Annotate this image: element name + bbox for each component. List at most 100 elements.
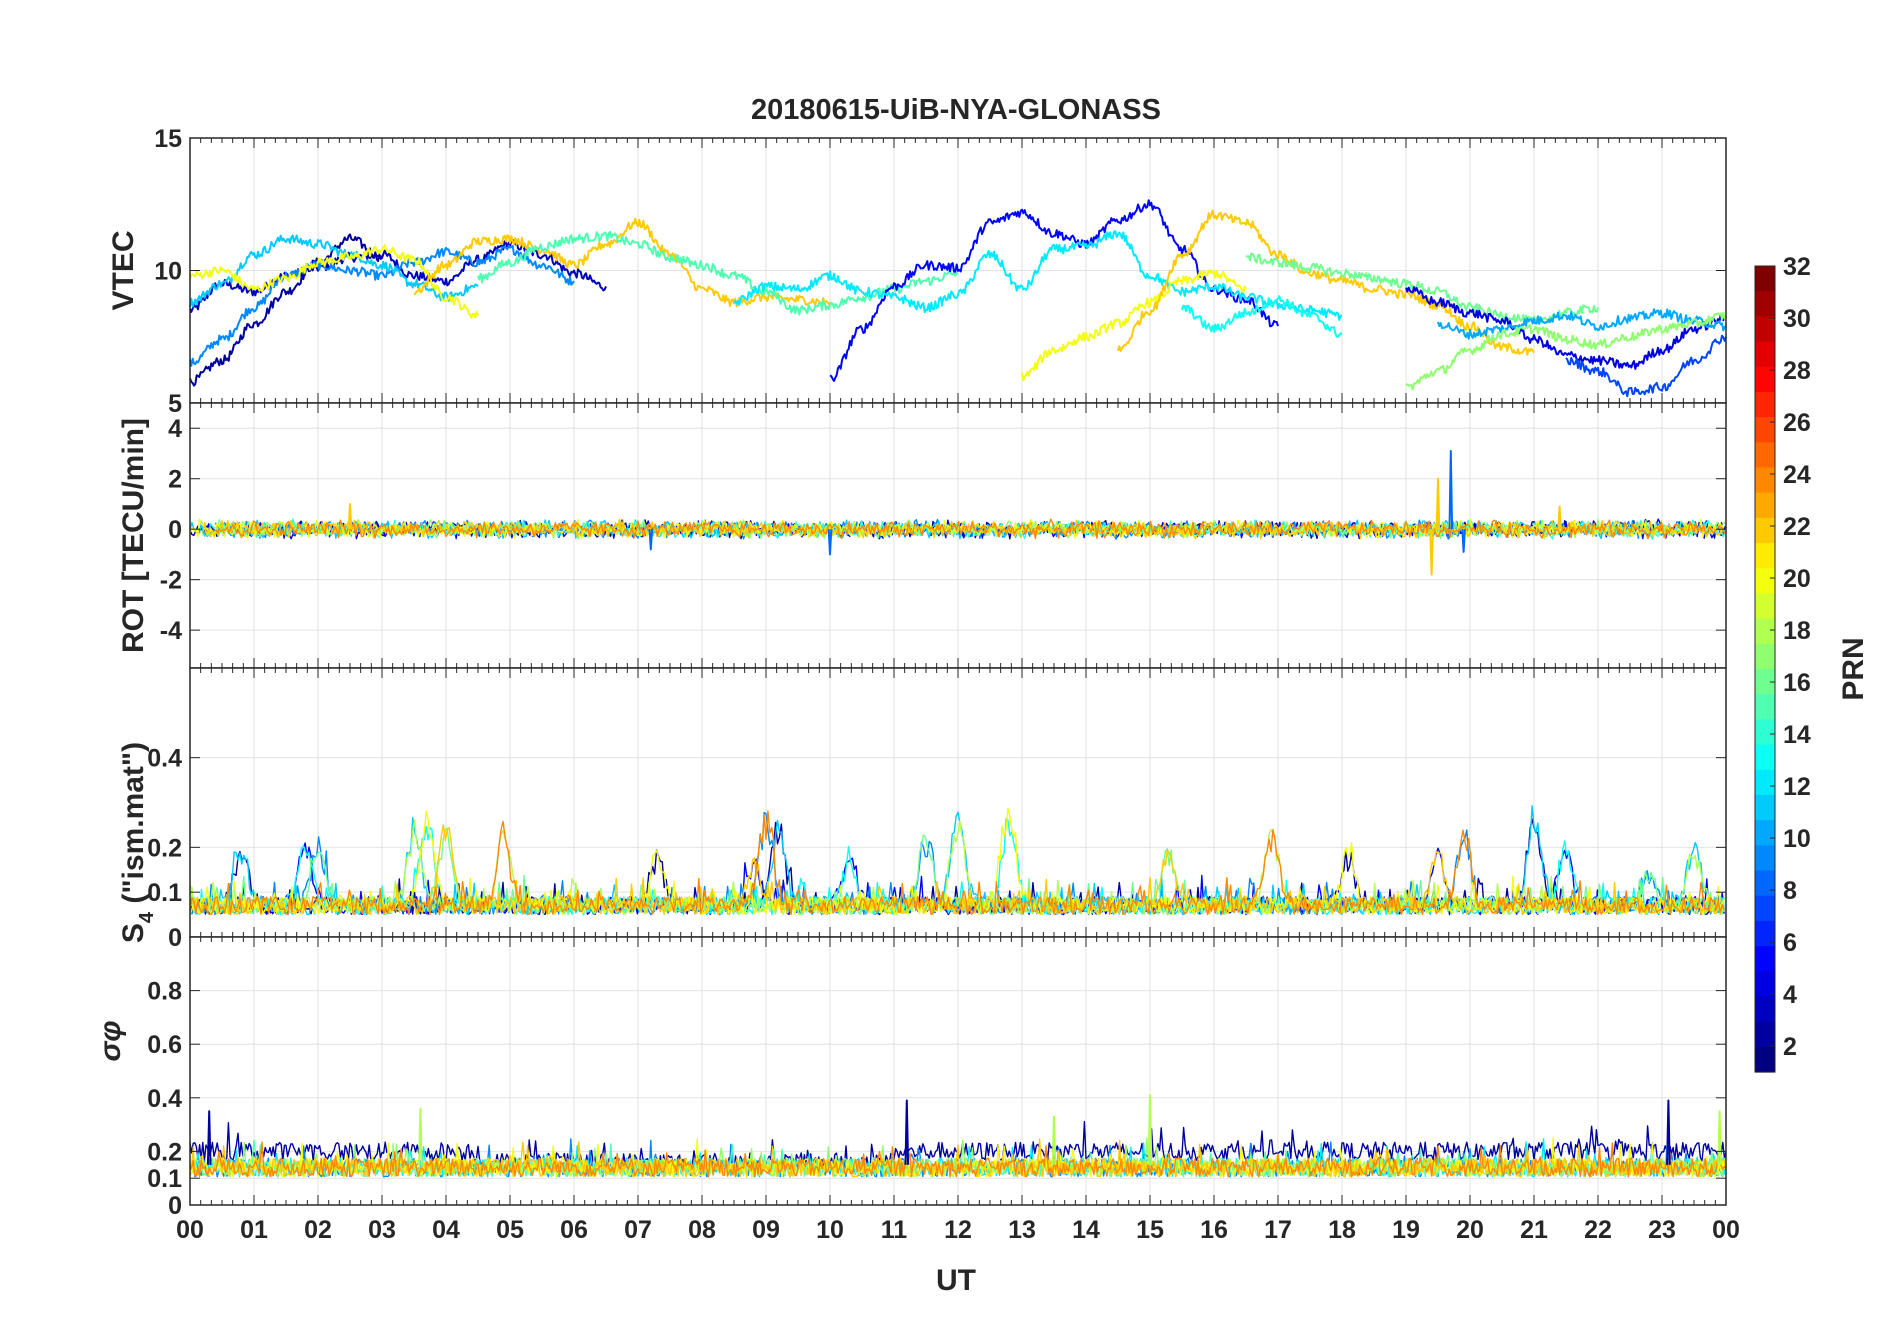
y-tick-label: -2 [160,567,182,595]
colorbar-swatch [1755,643,1775,670]
colorbar-tick-label: 4 [1783,981,1797,1009]
colorbar-swatch [1755,669,1775,695]
axes-frame [189,936,1727,1206]
vtec-series-prn-11 [189,234,479,308]
colorbar-swatch [1755,895,1775,922]
colorbar-swatch [1755,996,1775,1023]
colorbar-tick-label: 26 [1783,409,1811,437]
x-tick-label: 19 [1392,1216,1420,1244]
colorbar-swatch [1755,744,1775,771]
sigma-series-prn-22 [189,1138,1727,1178]
panel-vtec: 5 10 15 VTEC [107,125,1727,418]
vtec-series-prn-10 [1437,308,1727,340]
rot-spike [648,529,654,551]
y-tick-label: 0.2 [147,834,182,862]
colorbar-swatch [1755,845,1775,872]
colorbar-swatch [1755,391,1775,418]
colorbar-swatch [1755,946,1775,972]
y-tick-label: -4 [160,617,182,645]
colorbar-swatch [1755,719,1775,746]
colorbar-tick-label: 18 [1783,617,1811,645]
s4-series-prn-24 [189,810,1725,916]
vtec-series-prn-5 [829,199,1279,382]
series-group-s4 [189,805,1725,916]
colorbar-label: PRN [1837,637,1870,700]
x-tick-label: 01 [240,1216,268,1244]
colorbar-swatch [1755,568,1775,595]
x-tick-label: 12 [944,1216,972,1244]
colorbar-swatch [1755,266,1775,292]
x-tick-label: 20 [1456,1216,1484,1244]
sigma-spike [1666,1099,1671,1165]
y-tick-label: 0 [168,516,182,544]
colorbar-tick-label: 22 [1783,513,1811,541]
colorbar-swatch [1755,341,1775,368]
vtec-series-prn-22 [1117,209,1535,356]
s4-series-prn-20 [189,807,1725,916]
rot-spike [1429,529,1434,576]
y-tick-label: 0 [168,1192,182,1220]
x-tick-label: 10 [816,1216,844,1244]
x-tick-label: 06 [560,1216,588,1244]
y-tick-label: 0.6 [147,1031,182,1059]
x-tick-label: 16 [1200,1216,1228,1244]
y-tick-label: 0.2 [147,1138,182,1166]
x-tick-label: 07 [624,1216,652,1244]
colorbar-frame [1754,265,1776,1073]
y-tick-label: 10 [154,258,182,286]
rot-spike [827,529,833,556]
colorbar-swatch [1755,769,1775,796]
series-group-rot [189,450,1727,576]
y-tick-label: 4 [168,415,182,443]
rot-spike [347,503,353,530]
x-tick-label: 05 [496,1216,524,1244]
sigma-series-prn-24 [189,1141,1727,1178]
colorbar-swatch [1755,1021,1775,1048]
x-tick-label: 11 [881,1216,908,1244]
vtec-series-prn-2 [189,233,383,387]
colorbar-swatch [1755,543,1775,569]
y-axis-label-s4: S4 ("ism.mat") [117,742,158,943]
colorbar-swatch [1755,316,1775,343]
y-tick-label: 0.1 [147,879,182,907]
vtec-series-prn-16 [1245,252,1599,325]
colorbar-tick-label: 16 [1783,669,1811,697]
colorbar-swatch [1755,971,1775,998]
vtec-series-prn-15 [477,230,959,316]
sigma-spike [1051,1115,1057,1165]
colorbar-swatch [1755,366,1775,393]
colorbar-swatch [1755,517,1775,544]
colorbar-swatch [1755,467,1775,494]
x-tick-label: 03 [368,1216,396,1244]
vtec-series-prn-4 [1405,286,1727,370]
rot-spike [1435,477,1441,530]
colorbar-tick-label: 30 [1783,305,1811,333]
panel-sigma_phi: 00.10.2 0.4 0.6 0.8 00 01 02 03 04 05 06 07 08 09 10 11… [94,936,1740,1244]
y-tick-label: 0.1 [147,1165,182,1193]
vtec-series-prn-7 [1565,334,1727,398]
chart-title: 20180615-UiB-NYA-GLONASS [751,94,1161,126]
x-tick-label: 23 [1648,1216,1676,1244]
s4-series-prn-11 [189,805,1725,916]
colorbar-tick-label: 6 [1783,929,1797,957]
vtec-series-prn-20 [1021,269,1247,382]
colorbar-swatch [1755,442,1775,469]
colorbar-tick-label: 8 [1783,877,1797,905]
colorbar-swatch [1755,291,1775,317]
colorbar-swatch [1755,492,1775,519]
y-axis-label-rot: ROT [TECU/min] [117,418,150,653]
colorbar-swatch [1755,870,1775,897]
sigma-spike [418,1107,423,1165]
colorbar-tick-label: 12 [1783,773,1811,801]
colorbar-swatch [1755,1046,1775,1073]
colorbar-tick-label: 14 [1783,721,1811,749]
colorbar-swatch [1755,593,1775,620]
series-group-vtec [189,199,1727,398]
colorbar-swatch [1755,920,1775,947]
colorbar-tick-label: 24 [1783,461,1811,489]
series-group-sigma_phi [189,1094,1727,1178]
x-tick-label: 14 [1072,1216,1100,1244]
x-tick-label: 21 [1520,1216,1548,1244]
